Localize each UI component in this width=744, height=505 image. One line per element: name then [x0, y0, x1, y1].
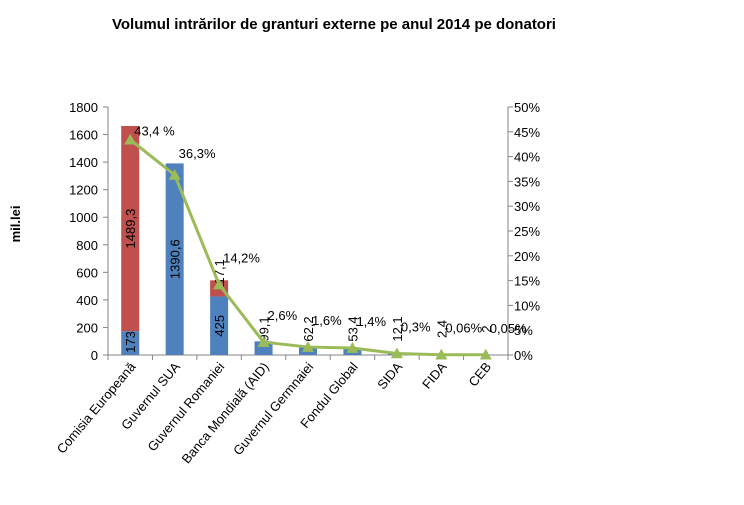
bar-segment	[121, 331, 140, 355]
category-label: SIDA	[374, 359, 405, 392]
category-label: Guvernul Germnaiei	[230, 359, 316, 458]
y2-tick-label: 10%	[514, 298, 540, 313]
percent-label: 0,05%	[490, 321, 527, 336]
percent-marker	[213, 278, 226, 290]
bar-value-label: 53,4	[345, 316, 360, 341]
category-label: FIDA	[419, 359, 450, 392]
bar-value-label: 1390,6	[168, 239, 183, 279]
bar-value-label: 2,4	[434, 320, 449, 338]
y2-tick-label: 50%	[514, 100, 540, 115]
y2-tick-label: 0%	[514, 348, 533, 363]
chart-title: Volumul intrărilor de granturi externe p…	[112, 16, 556, 33]
category-label: CEB	[465, 359, 494, 389]
y-tick-label: 1400	[69, 155, 98, 170]
percent-marker	[257, 336, 270, 347]
bar-value-label: 2	[479, 325, 494, 332]
y2-tick-label: 45%	[514, 125, 540, 140]
percent-label: 14,2%	[223, 251, 260, 266]
y2-tick-label: 40%	[514, 150, 540, 165]
category-label: Guvernul Romaniei	[144, 359, 227, 454]
percent-marker	[346, 342, 359, 353]
y-tick-label: 200	[76, 320, 98, 335]
bar-value-label: 99,1	[257, 316, 272, 341]
bar-value-label: 62,2	[301, 316, 316, 341]
y-tick-label: 1800	[69, 100, 98, 115]
plot-area: 0 200 400 600 800 1000 1200 1400 1600 1800 0% 5% 10%…	[54, 100, 541, 466]
bar-value-label: 1489,3	[123, 209, 138, 249]
percent-label: 2,6%	[268, 308, 298, 323]
y-tick-label: 1200	[69, 183, 98, 198]
y-tick-label: 1600	[69, 128, 98, 143]
category-label: Comisia Europeană	[54, 359, 139, 457]
y2-tick-label: 25%	[514, 224, 540, 239]
percent-marker	[479, 348, 492, 360]
bar-value-label: 173	[123, 331, 138, 353]
percent-marker	[302, 341, 314, 352]
bar-value-label: 12,1	[390, 316, 405, 341]
bar-segment	[210, 296, 229, 355]
percent-label: 36,3%	[179, 146, 216, 161]
percent-marker	[168, 168, 181, 180]
y-tick-label: 800	[76, 238, 98, 253]
y2-tick-label: 5%	[514, 323, 533, 338]
y-tick-label: 1000	[69, 210, 98, 225]
percent-label: 1,6%	[312, 313, 342, 328]
y-axis-label: mil.lei	[8, 206, 23, 243]
y-tick-label: 0	[91, 348, 98, 363]
bar-value-label: 425	[212, 315, 227, 337]
y2-tick-label: 20%	[514, 249, 540, 264]
y2-tick-label: 30%	[514, 199, 540, 214]
percent-label: 0,3%	[401, 320, 431, 335]
bar-value-label: 117,1	[212, 259, 227, 291]
percent-marker	[390, 347, 403, 359]
y-tick-label: 400	[76, 293, 98, 308]
percent-label: 1,4%	[356, 314, 386, 329]
bar-segment	[121, 125, 140, 332]
bar-segment	[165, 163, 184, 355]
y-tick-label: 600	[76, 265, 98, 280]
percent-label: 0,06%	[445, 321, 482, 336]
category-label: Banca Mondială (AID)	[179, 359, 272, 466]
percent-label: 43,4 %	[134, 124, 175, 139]
percent-marker	[435, 348, 448, 360]
percent-marker	[124, 133, 137, 145]
y2-tick-label: 35%	[514, 174, 540, 189]
y2-tick-label: 15%	[514, 274, 540, 289]
